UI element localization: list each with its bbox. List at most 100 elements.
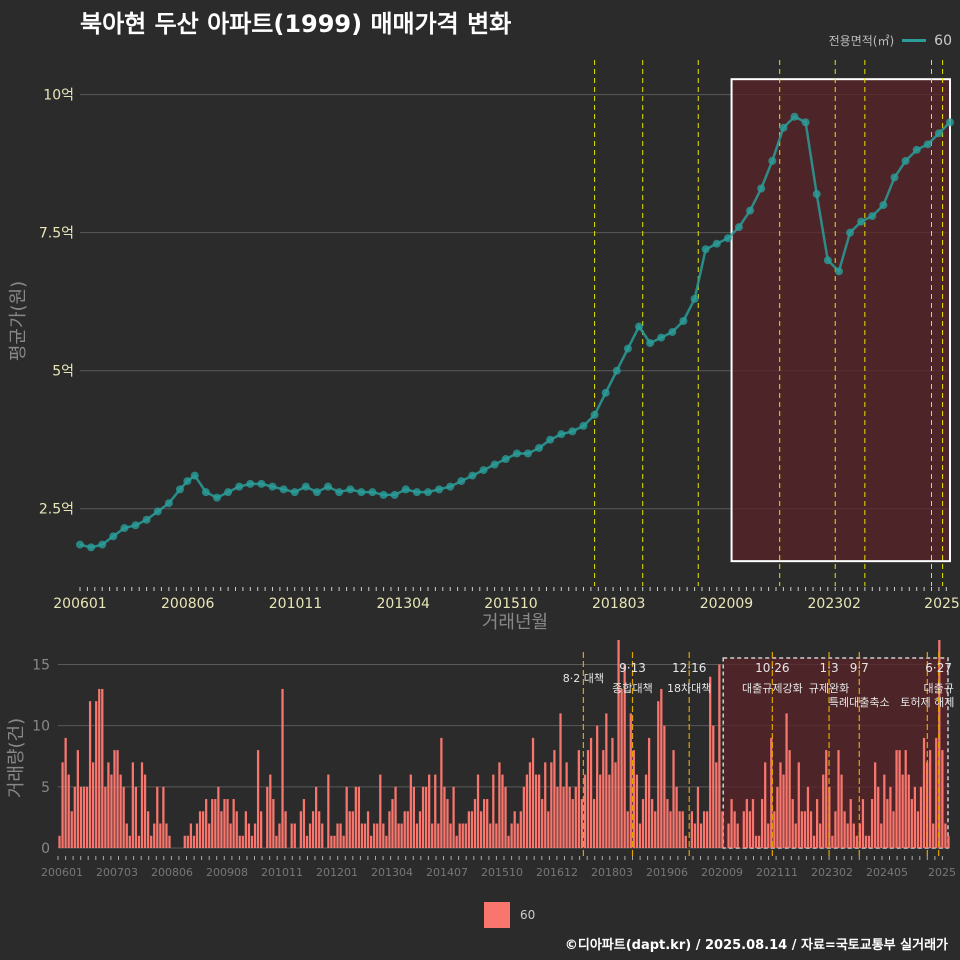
price-point [479, 466, 488, 475]
volume-bar [134, 786, 138, 848]
volume-bar [110, 774, 113, 848]
x-tick-label: 201407 [426, 866, 468, 879]
x-axis-title: 거래년월 [482, 612, 548, 633]
y-axis-title: 거래량(건) [6, 718, 27, 798]
volume-bar [217, 786, 220, 848]
volume-bar [620, 688, 623, 848]
volume-bar [379, 774, 382, 848]
volume-bar [693, 823, 697, 848]
x-tick-label: 202302 [811, 866, 853, 879]
volume-bar [266, 786, 269, 848]
x-tick-label: 201304 [371, 866, 413, 879]
legend-item-label: 60 [934, 32, 952, 49]
x-axis-ticks [79, 587, 947, 591]
volume-bar [363, 823, 367, 848]
volume-bar [861, 799, 865, 848]
volume-bar [849, 799, 852, 848]
price-point [357, 488, 366, 497]
volume-bar [284, 811, 287, 848]
price-point [335, 488, 344, 497]
price-point [723, 234, 732, 243]
price-point [546, 435, 555, 444]
volume-bar [486, 799, 489, 848]
volume-bar [391, 799, 394, 848]
volume-bar [373, 823, 376, 848]
volume-bar [736, 823, 739, 848]
volume-bar [205, 799, 208, 848]
volume-bar [541, 799, 544, 848]
volume-bar [498, 762, 501, 848]
volume-bar [666, 799, 669, 848]
volume-bar [919, 786, 923, 848]
price-point [623, 344, 632, 353]
price-point [490, 460, 499, 469]
volume-bar [730, 799, 733, 848]
y-tick-label: 0 [41, 841, 50, 857]
volume-bar [449, 823, 452, 848]
price-point [324, 482, 333, 491]
volume-bar [644, 774, 648, 848]
volume-bar [751, 799, 755, 848]
volume-bar [305, 835, 309, 848]
volume-bar [128, 835, 131, 848]
volume-bar [898, 750, 901, 848]
volume-bar [702, 811, 706, 848]
volume-bar [834, 811, 837, 848]
volume-bar [467, 811, 470, 848]
price-point [812, 190, 821, 199]
volume-bar [889, 786, 892, 848]
volume-bar [76, 750, 79, 848]
volume-bar [699, 823, 703, 848]
volume-bar [256, 750, 260, 848]
volume-bar [333, 835, 336, 848]
volume-bar [681, 811, 684, 848]
volume-bar [424, 786, 428, 848]
volume-bar [614, 762, 617, 848]
policy-date-label: 12·16 [672, 661, 706, 675]
volume-bar [235, 811, 238, 848]
volume-bar [342, 835, 345, 848]
price-point [646, 339, 655, 348]
price-point [535, 443, 544, 452]
volume-bar [635, 774, 639, 848]
volume-bar [870, 799, 874, 848]
volume-bar [428, 774, 431, 848]
volume-bar [104, 786, 107, 848]
legend-title: 전용면적(㎡) [828, 34, 895, 48]
volume-bar [348, 811, 351, 848]
volume-bar [602, 750, 605, 848]
volume-bar [654, 811, 657, 848]
volume-bar [675, 786, 678, 848]
volume-bar [382, 823, 385, 848]
volume-bar [315, 786, 318, 848]
volume-bar [913, 786, 916, 848]
volume-bar [638, 823, 642, 848]
volume-bar [944, 823, 947, 848]
volume-bar [473, 799, 477, 848]
volume-bar [929, 750, 932, 848]
x-tick-label: 202111 [756, 866, 798, 879]
volume-bar [376, 823, 379, 848]
volume-bar [195, 823, 199, 848]
price-point [779, 123, 788, 132]
price-point [98, 540, 107, 549]
price-point [690, 294, 699, 303]
volume-bar [605, 713, 608, 848]
volume-bar [553, 750, 556, 848]
volume-bar [418, 811, 422, 848]
volume-bar [119, 774, 122, 848]
price-point [175, 485, 184, 494]
price-point [401, 485, 410, 494]
price-point [87, 543, 96, 552]
volume-bar [201, 811, 205, 848]
price-point [224, 488, 233, 497]
volume-bar [495, 823, 498, 848]
volume-bar [421, 786, 425, 848]
volume-bar [385, 835, 388, 848]
volume-bar [516, 823, 519, 848]
price-point [201, 488, 210, 497]
volume-bar [641, 799, 645, 848]
volume-bar [852, 823, 855, 848]
x-tick-label: 201612 [536, 866, 578, 879]
volume-bar [791, 799, 794, 848]
